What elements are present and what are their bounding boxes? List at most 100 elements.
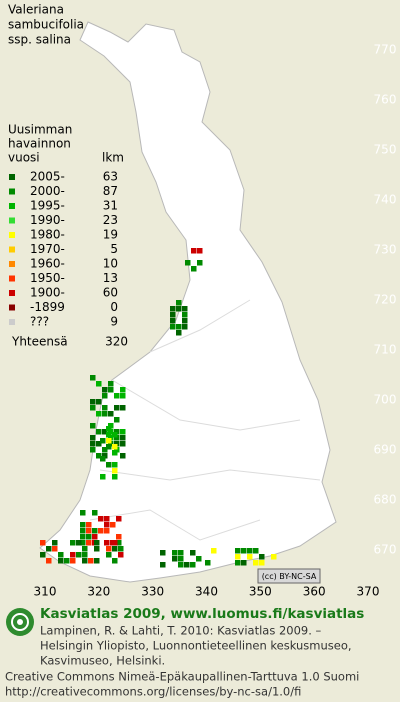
observation-square bbox=[100, 456, 106, 462]
observation-square bbox=[80, 540, 86, 546]
observation-square bbox=[76, 552, 82, 558]
observation-square bbox=[80, 510, 86, 516]
observation-square bbox=[106, 444, 112, 450]
observation-square bbox=[120, 405, 126, 411]
observation-square bbox=[80, 534, 86, 540]
observation-square bbox=[102, 387, 108, 393]
observation-square bbox=[191, 248, 197, 254]
observation-square bbox=[82, 552, 88, 558]
observation-square bbox=[112, 444, 118, 450]
observation-square bbox=[98, 528, 104, 534]
observation-squares bbox=[40, 248, 277, 568]
title-line: ssp. salina bbox=[8, 33, 71, 47]
observation-square bbox=[70, 558, 76, 564]
observation-square bbox=[182, 312, 188, 318]
observation-square bbox=[235, 548, 241, 554]
observation-square bbox=[176, 324, 182, 330]
observation-square bbox=[190, 550, 196, 556]
observation-square bbox=[100, 474, 106, 480]
legend-count: 10 bbox=[103, 257, 118, 271]
footer-site: Kasviatlas 2009, www.luomus.fi/kasviatla… bbox=[40, 606, 364, 622]
observation-square bbox=[92, 510, 98, 516]
observation-square bbox=[108, 381, 114, 387]
title-line: sambucifolia bbox=[8, 18, 84, 32]
observation-square bbox=[114, 429, 120, 435]
observation-square bbox=[211, 548, 217, 554]
x-grid-label: 320 bbox=[87, 585, 110, 599]
observation-square bbox=[112, 468, 118, 474]
legend-label: 2005- bbox=[30, 170, 65, 184]
observation-square bbox=[80, 522, 86, 528]
observation-square bbox=[102, 411, 108, 417]
legend-count: 0 bbox=[110, 300, 118, 314]
legend-count: 19 bbox=[103, 228, 118, 242]
observation-square bbox=[92, 534, 98, 540]
y-grid-label: 750 bbox=[374, 143, 397, 157]
observation-square bbox=[178, 550, 184, 556]
observation-square bbox=[106, 438, 112, 444]
x-grid-label: 350 bbox=[249, 585, 272, 599]
observation-square bbox=[259, 554, 265, 560]
observation-square bbox=[170, 318, 176, 324]
license-badge-text: (cc) BY-NC-SA bbox=[262, 572, 317, 581]
observation-square bbox=[247, 548, 253, 554]
observation-square bbox=[90, 375, 96, 381]
observation-square bbox=[90, 399, 96, 405]
x-grid-label: 330 bbox=[141, 585, 164, 599]
legend-swatch bbox=[9, 304, 15, 311]
observation-square bbox=[120, 387, 126, 393]
legend-label: 2000- bbox=[30, 184, 65, 198]
observation-square bbox=[170, 324, 176, 330]
legend-count: 60 bbox=[103, 286, 118, 300]
observation-square bbox=[112, 462, 118, 468]
observation-square bbox=[86, 540, 92, 546]
legend-col-year: vuosi bbox=[8, 151, 40, 165]
y-grid-label: 770 bbox=[374, 43, 397, 57]
observation-square bbox=[185, 260, 191, 266]
observation-square bbox=[96, 429, 102, 435]
observation-square bbox=[112, 546, 118, 552]
observation-square bbox=[112, 540, 118, 546]
observation-square bbox=[197, 260, 203, 266]
x-grid-label: 370 bbox=[357, 585, 380, 599]
observation-square bbox=[120, 429, 126, 435]
y-grid-label: 730 bbox=[374, 243, 397, 257]
observation-square bbox=[172, 556, 178, 562]
observation-square bbox=[52, 540, 58, 546]
legend-count: 87 bbox=[103, 184, 118, 198]
observation-square bbox=[52, 546, 58, 552]
observation-square bbox=[96, 453, 102, 459]
legend-count: 63 bbox=[103, 170, 118, 184]
observation-square bbox=[96, 399, 102, 405]
observation-square bbox=[40, 540, 46, 546]
footer-license: Creative Commons Nimeä-Epäkaupallinen-Ta… bbox=[5, 670, 359, 684]
y-grid-label: 690 bbox=[374, 443, 397, 457]
observation-square bbox=[205, 560, 211, 566]
observation-square bbox=[197, 248, 203, 254]
observation-square bbox=[108, 435, 114, 441]
observation-square bbox=[176, 306, 182, 312]
y-grid-label: 700 bbox=[374, 393, 397, 407]
observation-square bbox=[46, 558, 52, 564]
footer-citation: Lampinen, R. & Lahti, T. 2010: Kasviatla… bbox=[40, 624, 322, 638]
observation-square bbox=[178, 556, 184, 562]
observation-square bbox=[70, 552, 76, 558]
observation-square bbox=[108, 411, 114, 417]
observation-square bbox=[235, 560, 241, 566]
observation-square bbox=[64, 558, 70, 564]
observation-square bbox=[112, 558, 118, 564]
observation-square bbox=[116, 534, 122, 540]
x-grid-label: 360 bbox=[303, 585, 326, 599]
observation-square bbox=[160, 562, 166, 568]
observation-square bbox=[104, 540, 110, 546]
observation-square bbox=[94, 558, 100, 564]
observation-square bbox=[76, 540, 82, 546]
legend-swatch bbox=[9, 246, 15, 253]
footer: Kasviatlas 2009, www.luomus.fi/kasviatla… bbox=[5, 606, 364, 699]
observation-square bbox=[241, 560, 247, 566]
footer-license: http://creativecommons.org/licenses/by-n… bbox=[5, 685, 301, 699]
observation-square bbox=[114, 447, 120, 453]
observation-square bbox=[114, 393, 120, 399]
